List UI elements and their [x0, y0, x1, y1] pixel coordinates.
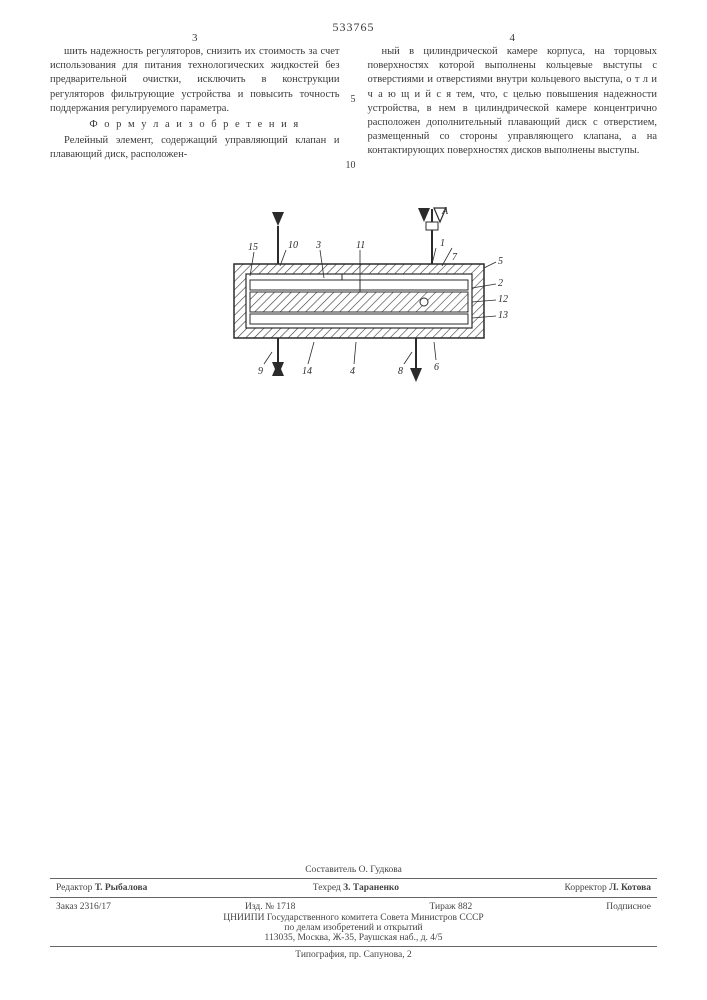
para-left-2: Релейный элемент, содержащий управляющий…	[50, 134, 340, 162]
text-columns: 3 5 10 шить надежность регуляторов, сниз…	[50, 45, 657, 164]
lbl-14: 14	[302, 366, 312, 377]
tirazh: Тираж 882	[429, 902, 472, 912]
order: Заказ 2316/17	[56, 902, 111, 912]
credits-row: Редактор Т. Рыбалова Техред З. Тараненко…	[50, 882, 657, 894]
footer-rule-1	[50, 878, 657, 879]
print-row: Заказ 2316/17 Изд. № 1718 Тираж 882 Подп…	[50, 901, 657, 913]
main-disk	[250, 292, 468, 312]
lbl-10: 10	[288, 240, 298, 251]
line-marker-10: 10	[346, 159, 356, 173]
lbl-5: 5	[498, 256, 503, 267]
addr2: Типография, пр. Сапунова, 2	[50, 950, 657, 960]
lbl-8: 8	[398, 366, 403, 377]
left-column: 3 5 10 шить надежность регуляторов, сниз…	[50, 45, 340, 164]
lbl-13: 13	[498, 310, 508, 321]
port-bottom-left	[272, 338, 284, 376]
right-column: 4 ный в цилиндрической камере корпуса, н…	[368, 45, 658, 164]
izd: Изд. № 1718	[245, 902, 295, 912]
corrector: Корректор Л. Котова	[564, 883, 651, 893]
patent-page: 533765 3 5 10 шить надежность регуляторо…	[0, 0, 707, 1000]
para-left-1: шить надежность регуляторов, снизить их …	[50, 45, 340, 116]
techred: Техред З. Тараненко	[313, 883, 399, 893]
right-col-num: 4	[510, 31, 516, 46]
formula-title: Ф о р м у л а и з о б р е т е н и я	[50, 118, 340, 132]
footer-rule-2	[50, 897, 657, 898]
lbl-12: 12	[498, 294, 508, 305]
port-bottom-right	[410, 338, 422, 382]
lbl-9: 9	[258, 366, 263, 377]
relay-diagram: 15 10 3 11 1 7 5 2 12 13 9 14 4 8 6 А	[184, 204, 524, 414]
inlet-left-top	[272, 212, 284, 264]
footer-rule-3	[50, 946, 657, 947]
org1: ЦНИИПИ Государственного комитета Совета …	[50, 913, 657, 923]
lbl-2: 2	[498, 278, 503, 289]
compiler: Составитель О. Гудкова	[50, 865, 657, 875]
lbl-A: А	[441, 206, 449, 217]
footer: Составитель О. Гудкова Редактор Т. Рыбал…	[50, 865, 657, 960]
figure-area: 15 10 3 11 1 7 5 2 12 13 9 14 4 8 6 А	[50, 204, 657, 414]
org2: по делам изобретений и открытий	[50, 923, 657, 933]
left-col-num: 3	[192, 31, 198, 46]
lbl-11: 11	[356, 240, 365, 251]
lbl-4: 4	[350, 366, 355, 377]
upper-disk	[250, 280, 468, 290]
lbl-6: 6	[434, 362, 439, 373]
lbl-1: 1	[440, 238, 445, 249]
patent-number: 533765	[50, 20, 657, 35]
lower-disk	[250, 314, 468, 324]
addr1: 113035, Москва, Ж-35, Раушская наб., д. …	[50, 933, 657, 943]
subscr: Подписное	[606, 902, 651, 912]
lbl-15: 15	[248, 242, 258, 253]
line-marker-5: 5	[351, 93, 356, 107]
lbl-3: 3	[315, 240, 321, 251]
lbl-7: 7	[452, 252, 458, 263]
editor: Редактор Т. Рыбалова	[56, 883, 147, 893]
para-right-1: ный в цилиндрической камере корпуса, на …	[368, 45, 658, 158]
